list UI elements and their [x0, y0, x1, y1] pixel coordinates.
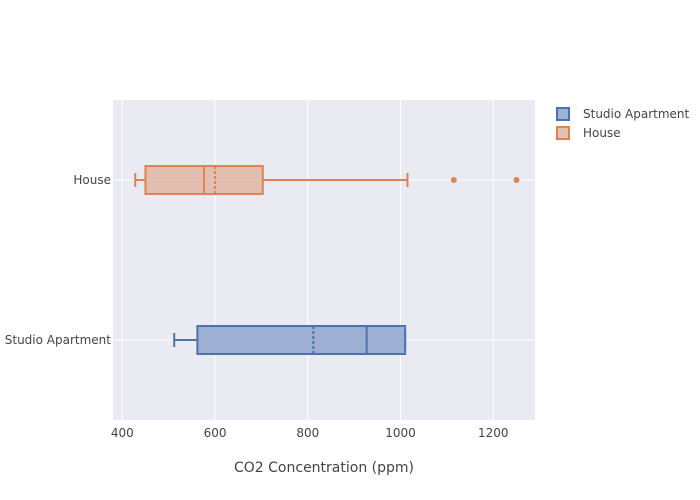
outlier-point — [450, 177, 457, 183]
box-trace — [134, 165, 520, 195]
y-axis-ticks: Studio Apartment House — [5, 173, 112, 347]
legend: Studio Apartment House — [556, 107, 690, 140]
legend-item: Studio Apartment — [556, 107, 690, 121]
box-traces — [134, 165, 520, 355]
y-tick-label: Studio Apartment — [5, 333, 112, 347]
legend-label: Studio Apartment — [583, 107, 690, 121]
plot-background — [113, 100, 535, 420]
legend-swatch — [556, 107, 570, 121]
x-tick-label: 600 — [204, 426, 227, 440]
legend-item: House — [556, 126, 621, 140]
x-axis-ticks: 400 600 800 1000 1200 — [111, 426, 509, 440]
x-tick-label: 1000 — [385, 426, 416, 440]
x-axis-title: CO2 Concentration (ppm) — [234, 460, 414, 476]
y-tick-label: House — [73, 173, 111, 187]
outlier-point — [513, 177, 520, 183]
iqr-box — [196, 325, 407, 355]
box-trace — [173, 325, 407, 355]
x-tick-label: 400 — [111, 426, 134, 440]
x-tick-label: 1200 — [478, 426, 509, 440]
x-tick-label: 800 — [296, 426, 319, 440]
legend-label: House — [583, 126, 621, 140]
legend-swatch — [556, 126, 570, 140]
